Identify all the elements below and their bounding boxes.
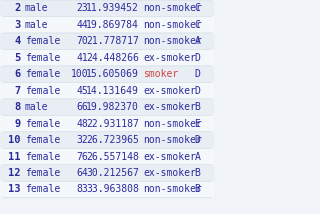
Bar (0, 132, 214, 148)
Text: non-smoker: non-smoker (143, 3, 202, 13)
Text: female: female (25, 36, 60, 46)
Text: female: female (25, 152, 60, 162)
Text: 11: 11 (8, 152, 21, 162)
Text: female: female (25, 135, 60, 145)
Text: 11.939452: 11.939452 (86, 3, 139, 13)
Text: C: C (195, 20, 200, 30)
Text: D: D (195, 69, 200, 79)
Text: smoker: smoker (143, 69, 179, 79)
Bar (0, 165, 214, 181)
Text: female: female (25, 184, 60, 195)
Text: ex-smoker: ex-smoker (143, 86, 196, 96)
Text: ex-smoker: ex-smoker (143, 102, 196, 112)
Text: 22.931187: 22.931187 (86, 119, 139, 129)
Text: 24.448266: 24.448266 (86, 53, 139, 63)
Text: B: B (195, 168, 200, 178)
Text: female: female (25, 86, 60, 96)
Text: 41: 41 (76, 53, 88, 63)
Text: ex-smoker: ex-smoker (143, 168, 196, 178)
Text: non-smoker: non-smoker (143, 20, 202, 30)
Text: 76: 76 (76, 152, 88, 162)
Bar (0, 115, 214, 132)
Text: 10: 10 (8, 135, 21, 145)
Bar (0, 82, 214, 99)
Text: D: D (195, 135, 200, 145)
Text: 48: 48 (76, 119, 88, 129)
Text: D: D (195, 53, 200, 63)
Text: female: female (25, 119, 60, 129)
Text: male: male (25, 102, 48, 112)
Text: 83: 83 (76, 184, 88, 195)
Text: 8: 8 (14, 102, 21, 112)
Bar (0, 33, 214, 49)
Text: E: E (195, 119, 200, 129)
Text: 26.557148: 26.557148 (86, 152, 139, 162)
Text: 14.131649: 14.131649 (86, 86, 139, 96)
Text: non-smoker: non-smoker (143, 184, 202, 195)
Text: C: C (195, 3, 200, 13)
Text: non-smoker: non-smoker (143, 119, 202, 129)
Bar (0, 181, 214, 198)
Text: ex-smoker: ex-smoker (143, 152, 196, 162)
Text: 9: 9 (14, 119, 21, 129)
Text: 66: 66 (76, 102, 88, 112)
Text: 13: 13 (8, 184, 21, 195)
Text: non-smoker: non-smoker (143, 36, 202, 46)
Text: A: A (195, 152, 200, 162)
Text: 70: 70 (76, 36, 88, 46)
Text: 33.963808: 33.963808 (86, 184, 139, 195)
Text: 7: 7 (14, 86, 21, 96)
Text: 19.869784: 19.869784 (86, 20, 139, 30)
Text: non-smoker: non-smoker (143, 135, 202, 145)
Text: 5: 5 (14, 53, 21, 63)
Text: female: female (25, 53, 60, 63)
Bar (0, 66, 214, 82)
Text: female: female (25, 168, 60, 178)
Text: 32: 32 (76, 135, 88, 145)
Text: female: female (25, 69, 60, 79)
Text: 4: 4 (14, 36, 21, 46)
Text: 12: 12 (8, 168, 21, 178)
Text: 100: 100 (70, 69, 88, 79)
Text: 15.605069: 15.605069 (86, 69, 139, 79)
Text: A: A (195, 36, 200, 46)
Text: 44: 44 (76, 20, 88, 30)
Text: B: B (195, 102, 200, 112)
Text: 23: 23 (76, 3, 88, 13)
Text: B: B (195, 184, 200, 195)
Text: 6: 6 (14, 69, 21, 79)
Bar (0, 16, 214, 33)
Bar (0, 0, 214, 16)
Text: 26.723965: 26.723965 (86, 135, 139, 145)
Text: male: male (25, 3, 48, 13)
Text: 2: 2 (14, 3, 21, 13)
Text: D: D (195, 86, 200, 96)
Text: 30.212567: 30.212567 (86, 168, 139, 178)
Bar (0, 148, 214, 165)
Text: 45: 45 (76, 86, 88, 96)
Text: male: male (25, 20, 48, 30)
Text: 64: 64 (76, 168, 88, 178)
Text: ex-smoker: ex-smoker (143, 53, 196, 63)
Text: 21.778717: 21.778717 (86, 36, 139, 46)
Text: 19.982370: 19.982370 (86, 102, 139, 112)
Bar (0, 49, 214, 66)
Text: 3: 3 (14, 20, 21, 30)
Bar (0, 99, 214, 115)
